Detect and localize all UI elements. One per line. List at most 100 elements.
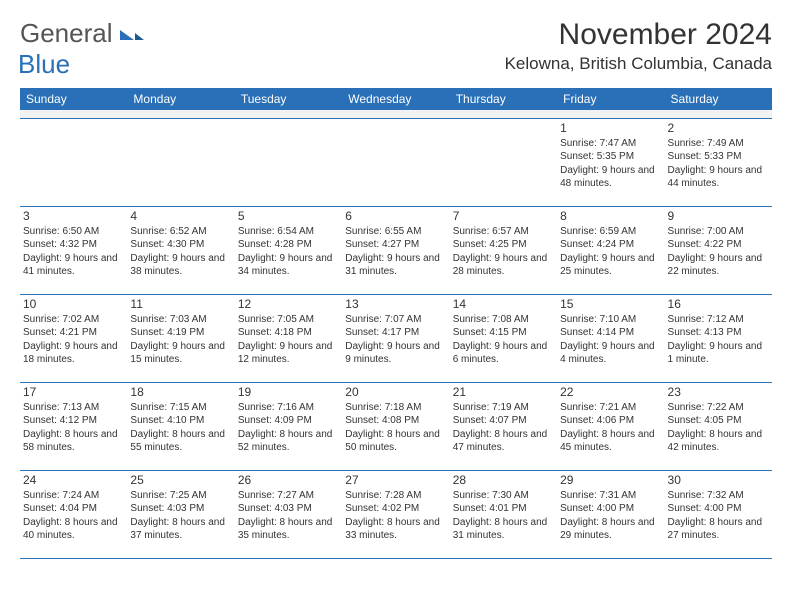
day-number: 22 (560, 385, 661, 399)
day-info: Sunrise: 6:57 AMSunset: 4:25 PMDaylight:… (453, 225, 554, 279)
day-number: 4 (130, 209, 231, 223)
calendar-day-cell: 6Sunrise: 6:55 AMSunset: 4:27 PMDaylight… (342, 206, 449, 294)
calendar-day-cell: 3 Sunrise: 6:50 AMSunset: 4:32 PMDaylight… (20, 206, 127, 294)
weekday-header-row: SundayMondayTuesdayWednesdayThursdayFrid… (20, 88, 772, 110)
calendar-day-cell: 13 Sunrise: 7:07 AMSunset: 4:17 PMDayligh… (342, 294, 449, 382)
day-number: 27 (345, 473, 446, 487)
weekday-header: Friday (557, 88, 664, 110)
day-number: 5 (238, 209, 339, 223)
calendar-day-cell: 15 Sunrise: 7:10 AMSunset: 4:14 PMDayligh… (557, 294, 664, 382)
day-number: 21 (453, 385, 554, 399)
calendar-day-cell: 30 Sunrise: 7:32 AMSunset: 4:00 PMDayligh… (665, 470, 772, 558)
weekday-header: Monday (127, 88, 234, 110)
day-number: 7 (453, 209, 554, 223)
day-info: Sunrise: 7:25 AMSunset: 4:03 PMDaylight:… (130, 489, 231, 543)
day-info: Sunrise: 6:52 AMSunset: 4:30 PMDaylight:… (130, 225, 231, 279)
calendar-day-cell: 24Sunrise: 7:24 AMSunset: 4:04 PMDayligh… (20, 470, 127, 558)
logo-text-blue: Blue (18, 49, 70, 79)
calendar-week-row: 3 Sunrise: 6:50 AMSunset: 4:32 PMDaylight… (20, 206, 772, 294)
day-number: 29 (560, 473, 661, 487)
day-info: Sunrise: 6:54 AMSunset: 4:28 PMDaylight:… (238, 225, 339, 279)
day-info: Sunrise: 7:18 AMSunset: 4:08 PMDaylight:… (345, 401, 446, 455)
calendar-day-cell: 14Sunrise: 7:08 AMSunset: 4:15 PMDayligh… (450, 294, 557, 382)
day-info: Sunrise: 7:21 AMSunset: 4:06 PMDaylight:… (560, 401, 661, 455)
day-number: 2 (668, 121, 769, 135)
day-number: 1 (560, 121, 661, 135)
calendar-week-row: 10Sunrise: 7:02 AMSunset: 4:21 PMDayligh… (20, 294, 772, 382)
logo: General Blue (20, 18, 144, 80)
weekday-header: Saturday (665, 88, 772, 110)
calendar-day-cell: 8Sunrise: 6:59 AMSunset: 4:24 PMDaylight… (557, 206, 664, 294)
logo-text-general: General (20, 18, 113, 48)
calendar-day-cell: 7 Sunrise: 6:57 AMSunset: 4:25 PMDaylight… (450, 206, 557, 294)
day-number: 6 (345, 209, 446, 223)
day-info: Sunrise: 7:13 AMSunset: 4:12 PMDaylight:… (23, 401, 124, 455)
day-info: Sunrise: 7:47 AMSunset: 5:35 PMDaylight:… (560, 137, 661, 191)
day-number: 11 (130, 297, 231, 311)
calendar-day-cell: 25 Sunrise: 7:25 AMSunset: 4:03 PMDayligh… (127, 470, 234, 558)
day-info: Sunrise: 7:12 AMSunset: 4:13 PMDaylight:… (668, 313, 769, 367)
calendar-week-row: 17 Sunrise: 7:13 AMSunset: 4:12 PMDayligh… (20, 382, 772, 470)
weekday-header: Sunday (20, 88, 127, 110)
calendar-table: SundayMondayTuesdayWednesdayThursdayFrid… (20, 88, 772, 559)
day-info: Sunrise: 7:22 AMSunset: 4:05 PMDaylight:… (668, 401, 769, 455)
title-block: November 2024 Kelowna, British Columbia,… (505, 18, 772, 74)
weekday-header: Tuesday (235, 88, 342, 110)
calendar-day-cell: 19Sunrise: 7:16 AMSunset: 4:09 PMDayligh… (235, 382, 342, 470)
day-info: Sunrise: 7:32 AMSunset: 4:00 PMDaylight:… (668, 489, 769, 543)
day-info: Sunrise: 6:50 AMSunset: 4:32 PMDaylight:… (23, 225, 124, 279)
day-info: Sunrise: 7:07 AMSunset: 4:17 PMDaylight:… (345, 313, 446, 367)
title-location: Kelowna, British Columbia, Canada (505, 54, 772, 74)
day-info: Sunrise: 7:05 AMSunset: 4:18 PMDaylight:… (238, 313, 339, 367)
weekday-header: Wednesday (342, 88, 449, 110)
calendar-day-cell: 17 Sunrise: 7:13 AMSunset: 4:12 PMDayligh… (20, 382, 127, 470)
day-info: Sunrise: 7:30 AMSunset: 4:01 PMDaylight:… (453, 489, 554, 543)
day-info: Sunrise: 7:27 AMSunset: 4:03 PMDaylight:… (238, 489, 339, 543)
day-info: Sunrise: 7:28 AMSunset: 4:02 PMDaylight:… (345, 489, 446, 543)
day-info: Sunrise: 7:31 AMSunset: 4:00 PMDaylight:… (560, 489, 661, 543)
day-number: 13 (345, 297, 446, 311)
calendar-day-cell: 12Sunrise: 7:05 AMSunset: 4:18 PMDayligh… (235, 294, 342, 382)
day-number: 25 (130, 473, 231, 487)
calendar-day-cell: 1 Sunrise: 7:47 AMSunset: 5:35 PMDaylight… (557, 118, 664, 206)
day-info: Sunrise: 7:03 AMSunset: 4:19 PMDaylight:… (130, 313, 231, 367)
day-info: Sunrise: 7:24 AMSunset: 4:04 PMDaylight:… (23, 489, 124, 543)
calendar-day-cell: 21 Sunrise: 7:19 AMSunset: 4:07 PMDayligh… (450, 382, 557, 470)
header: General Blue November 2024 Kelowna, Brit… (20, 18, 772, 80)
calendar-day-cell: 29 Sunrise: 7:31 AMSunset: 4:00 PMDayligh… (557, 470, 664, 558)
spacer-row (20, 110, 772, 118)
day-number: 18 (130, 385, 231, 399)
day-number: 15 (560, 297, 661, 311)
calendar-day-cell: 11 Sunrise: 7:03 AMSunset: 4:19 PMDayligh… (127, 294, 234, 382)
calendar-empty-cell (127, 118, 234, 206)
calendar-day-cell: 26 Sunrise: 7:27 AMSunset: 4:03 PMDayligh… (235, 470, 342, 558)
day-number: 28 (453, 473, 554, 487)
calendar-day-cell: 4 Sunrise: 6:52 AMSunset: 4:30 PMDaylight… (127, 206, 234, 294)
calendar-empty-cell (342, 118, 449, 206)
day-info: Sunrise: 7:49 AMSunset: 5:33 PMDaylight:… (668, 137, 769, 191)
day-number: 30 (668, 473, 769, 487)
day-number: 20 (345, 385, 446, 399)
day-info: Sunrise: 7:19 AMSunset: 4:07 PMDaylight:… (453, 401, 554, 455)
day-number: 26 (238, 473, 339, 487)
day-number: 3 (23, 209, 124, 223)
calendar-day-cell: 10Sunrise: 7:02 AMSunset: 4:21 PMDayligh… (20, 294, 127, 382)
weekday-header: Thursday (450, 88, 557, 110)
calendar-day-cell: 2 Sunrise: 7:49 AMSunset: 5:33 PMDaylight… (665, 118, 772, 206)
day-number: 17 (23, 385, 124, 399)
calendar-empty-cell (235, 118, 342, 206)
calendar-week-row: 24Sunrise: 7:24 AMSunset: 4:04 PMDayligh… (20, 470, 772, 558)
calendar-day-cell: 16Sunrise: 7:12 AMSunset: 4:13 PMDayligh… (665, 294, 772, 382)
calendar-day-cell: 27 Sunrise: 7:28 AMSunset: 4:02 PMDayligh… (342, 470, 449, 558)
day-number: 9 (668, 209, 769, 223)
day-number: 19 (238, 385, 339, 399)
calendar-week-row: 1 Sunrise: 7:47 AMSunset: 5:35 PMDaylight… (20, 118, 772, 206)
day-info: Sunrise: 7:15 AMSunset: 4:10 PMDaylight:… (130, 401, 231, 455)
calendar-day-cell: 28 Sunrise: 7:30 AMSunset: 4:01 PMDayligh… (450, 470, 557, 558)
logo-flag-icon (120, 26, 144, 47)
day-number: 8 (560, 209, 661, 223)
calendar-empty-cell (20, 118, 127, 206)
day-info: Sunrise: 7:10 AMSunset: 4:14 PMDaylight:… (560, 313, 661, 367)
calendar-day-cell: 20 Sunrise: 7:18 AMSunset: 4:08 PMDayligh… (342, 382, 449, 470)
day-number: 23 (668, 385, 769, 399)
